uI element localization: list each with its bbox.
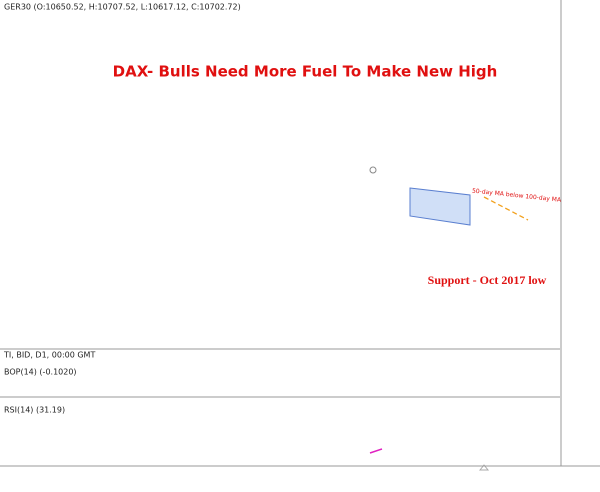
bop-label: BOP(14) (-0.1020): [4, 368, 77, 377]
channel: [409, 187, 471, 226]
instrument-label: GER30 (O:10650.52, H:10707.52, L:10617.1…: [4, 3, 241, 12]
rsi-label: RSI(14) (31.19): [4, 406, 65, 415]
arrow-marker: [478, 464, 490, 471]
marker-circle: [369, 166, 377, 174]
support-note: Support - Oct 2017 low: [428, 273, 547, 287]
projection-line: [483, 196, 529, 221]
timeframe-label: TI, BID, D1, 00:00 GMT: [3, 351, 95, 360]
rsi-marker: [369, 448, 383, 454]
chart-title: DAX- Bulls Need More Fuel To Make New Hi…: [113, 63, 498, 81]
